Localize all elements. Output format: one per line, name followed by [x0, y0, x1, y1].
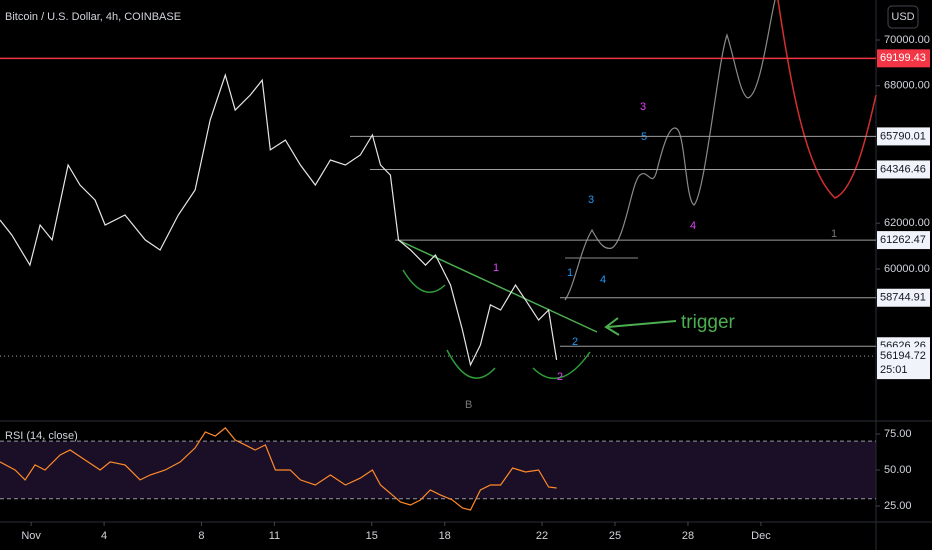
x-tick-label: 8 [198, 530, 204, 542]
wave-label: 2 [557, 371, 563, 383]
y-tick-label: 70000.00 [884, 34, 930, 46]
x-tick-label: Nov [21, 530, 41, 542]
rsi-title: RSI (14, close) [5, 430, 78, 442]
price-label: 65790.01 [880, 130, 926, 142]
x-tick-label: 28 [682, 530, 694, 542]
price-label-box [877, 288, 930, 307]
wave-label: 4 [690, 220, 696, 232]
x-tick-label: 18 [439, 530, 451, 542]
price-label: 58744.91 [880, 292, 926, 304]
price-line [0, 72, 558, 367]
wave-label: 4 [600, 274, 606, 286]
pattern-arc [532, 351, 591, 379]
price-label-box [877, 347, 930, 380]
rsi-line [0, 427, 557, 511]
wave-label: 3 [640, 101, 646, 113]
y-tick-label: 60000.00 [884, 263, 930, 275]
price-label: 56194.72 [880, 350, 926, 362]
trend-line [397, 239, 598, 333]
price-label-box [877, 160, 930, 179]
trigger-arrow [604, 317, 677, 336]
price-label: 64346.46 [880, 163, 926, 175]
currency-button[interactable] [887, 5, 919, 29]
rsi-band-bg [0, 441, 876, 499]
x-tick-label: 11 [269, 530, 280, 542]
price-label: 61262.47 [880, 234, 926, 246]
wave-label: 1 [831, 228, 837, 240]
x-tick-label: 25 [609, 530, 621, 542]
wave-label: 1 [567, 267, 573, 279]
trigger-label: trigger [681, 312, 736, 333]
x-tick-label: Dec [751, 530, 771, 542]
pattern-arc [402, 269, 446, 294]
chart-title: Bitcoin / U.S. Dollar, 4h, COINBASE [5, 11, 181, 23]
wave-label: 3 [588, 194, 594, 206]
wave-label: 2 [572, 336, 578, 348]
y-tick-label: 75.00 [884, 428, 912, 440]
wave-label: B [465, 399, 472, 411]
y-tick-label: 62000.00 [884, 217, 930, 229]
y-tick-label: 68000.00 [884, 80, 930, 92]
pattern-arc [446, 349, 496, 379]
price-label-box [877, 231, 930, 250]
countdown: 25:01 [880, 364, 908, 376]
y-tick-label: 25.00 [884, 500, 912, 512]
price-label: 69199.43 [880, 52, 926, 64]
projection-path [564, 0, 776, 301]
price-label-box [877, 49, 930, 68]
projection-red-path [777, 0, 877, 199]
y-tick-label: 50.00 [884, 464, 912, 476]
wave-label: 1 [493, 262, 499, 274]
price-label-box [877, 127, 930, 146]
x-tick-label: 22 [536, 530, 548, 542]
x-tick-label: 4 [101, 530, 107, 542]
currency-label[interactable]: USD [891, 11, 914, 23]
x-tick-label: 15 [366, 530, 378, 542]
